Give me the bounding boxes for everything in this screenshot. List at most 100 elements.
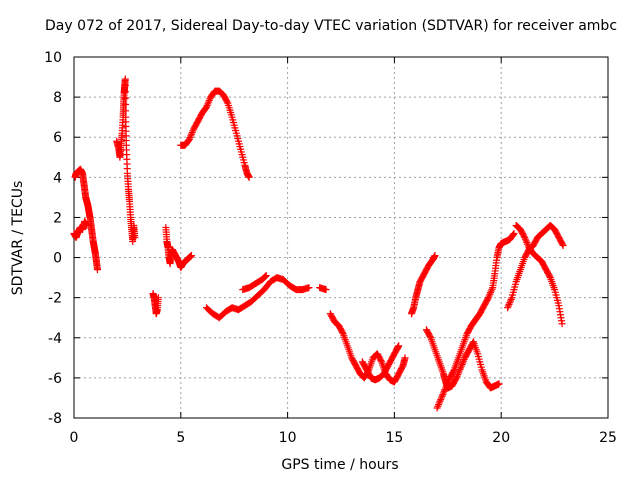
data-point xyxy=(187,132,195,140)
data-point xyxy=(510,229,518,237)
data-point xyxy=(122,107,130,115)
y-tick-label: 6 xyxy=(53,130,62,146)
x-tick-label: 25 xyxy=(599,430,617,446)
data-point xyxy=(435,401,443,409)
data-point xyxy=(223,98,231,106)
x-tick-label: 0 xyxy=(70,430,79,446)
data-point xyxy=(454,371,462,379)
data-point xyxy=(401,354,409,362)
data-point xyxy=(305,284,313,292)
y-tick-label: 2 xyxy=(53,210,62,226)
data-point xyxy=(445,376,453,384)
data-point xyxy=(558,240,566,248)
data-point xyxy=(395,342,403,350)
data-point xyxy=(93,266,101,274)
data-point xyxy=(185,135,193,143)
data-point xyxy=(523,239,531,247)
data-point xyxy=(187,252,195,260)
data-point xyxy=(559,242,567,250)
x-axis-label: GPS time / hours xyxy=(281,457,399,473)
data-point xyxy=(442,384,450,392)
y-tick-label: -2 xyxy=(48,291,62,307)
data-point xyxy=(441,386,449,394)
data-point xyxy=(426,332,434,340)
data-point xyxy=(121,75,129,83)
data-point xyxy=(205,96,213,104)
data-point xyxy=(487,289,495,297)
data-point xyxy=(189,127,197,135)
data-point xyxy=(558,320,566,328)
data-point xyxy=(443,381,451,389)
data-point xyxy=(452,375,460,383)
data-point xyxy=(459,357,467,365)
data-point xyxy=(504,304,512,312)
data-point xyxy=(524,240,532,248)
data-point xyxy=(202,103,210,111)
y-tick-label: 8 xyxy=(53,90,62,106)
x-tick-labels: 0 5 10 15 20 25 xyxy=(70,430,617,446)
y-tick-label: 4 xyxy=(53,170,62,186)
y-tick-label: -8 xyxy=(48,411,62,427)
data-point xyxy=(431,252,439,260)
x-tick-label: 15 xyxy=(385,430,403,446)
data-point xyxy=(338,328,346,336)
data-markers xyxy=(70,75,567,412)
data-point xyxy=(203,101,211,109)
data-point xyxy=(438,392,446,400)
data-point xyxy=(485,292,493,300)
grid-lines xyxy=(74,57,608,418)
data-point xyxy=(521,234,529,241)
data-point xyxy=(452,374,460,382)
data-point xyxy=(453,372,461,380)
data-point xyxy=(439,391,447,399)
y-tick-label: -6 xyxy=(48,371,62,387)
data-point xyxy=(437,394,445,402)
data-point xyxy=(204,100,212,108)
data-point xyxy=(506,299,514,307)
data-point xyxy=(460,356,468,364)
data-point xyxy=(262,272,270,280)
y-tick-label: -4 xyxy=(48,331,62,347)
data-point xyxy=(488,285,496,293)
data-point xyxy=(445,377,453,385)
data-point xyxy=(506,297,514,305)
y-axis-label: SDTVAR / TECUs xyxy=(10,180,26,296)
data-point xyxy=(509,230,517,238)
data-point xyxy=(495,380,503,388)
data-point xyxy=(546,272,554,280)
data-point xyxy=(377,357,385,365)
data-point xyxy=(507,295,515,303)
data-point xyxy=(458,361,466,369)
x-tick-label: 20 xyxy=(492,430,510,446)
data-point xyxy=(437,396,445,404)
data-point xyxy=(440,387,448,395)
data-point xyxy=(505,300,513,308)
data-point xyxy=(520,232,528,240)
data-point xyxy=(440,389,448,397)
data-point xyxy=(504,302,512,310)
axis-ticks xyxy=(73,56,609,419)
x-tick-label: 10 xyxy=(279,430,297,446)
data-point xyxy=(433,404,441,412)
data-point xyxy=(121,88,129,96)
data-point xyxy=(442,382,450,390)
data-point xyxy=(484,294,492,302)
data-point xyxy=(522,237,530,245)
data-point xyxy=(121,81,129,89)
y-tick-labels: -8 -6 -4 -2 0 2 4 6 8 10 xyxy=(44,50,62,427)
data-point xyxy=(459,359,467,367)
data-point xyxy=(434,402,442,410)
data-point xyxy=(449,367,457,375)
data-point xyxy=(444,379,452,387)
data-point xyxy=(245,173,253,181)
x-tick-label: 5 xyxy=(176,430,185,446)
data-point xyxy=(131,234,139,241)
data-point xyxy=(154,294,162,302)
y-tick-label: 10 xyxy=(44,50,62,66)
data-point xyxy=(435,399,443,407)
data-point xyxy=(521,235,529,243)
data-point xyxy=(186,134,194,142)
data-point xyxy=(486,290,494,298)
data-point xyxy=(121,94,129,102)
data-point xyxy=(322,286,330,294)
